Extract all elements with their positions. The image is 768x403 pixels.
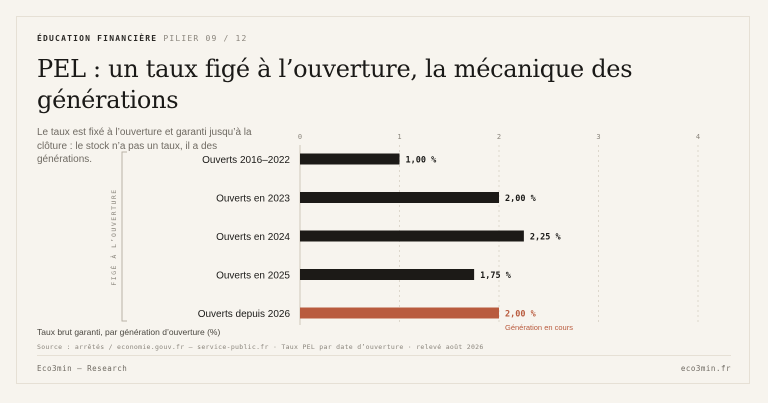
footer-divider [37,355,731,356]
highlight-note: Génération en cours [505,323,573,332]
x-tick-label: 3 [596,133,600,141]
data-label: 1,75 % [480,271,512,281]
x-tick-label: 1 [397,133,401,141]
source-note: Source : arrêtés / economie.gouv.fr — se… [37,343,484,351]
footer-brand: Eco3min — Research [37,364,127,373]
data-label: 2,00 % [505,310,537,320]
bar [300,192,499,203]
footer-site: eco3min.fr [681,364,731,373]
chart-caption: Taux brut garanti, par génération d’ouve… [37,327,220,337]
data-label: 2,25 % [530,233,562,243]
bar [300,269,474,280]
y-axis-label: FIGÉ À L’OUVERTURE [109,188,118,285]
data-label: 2,00 % [505,194,537,204]
x-tick-label: 4 [696,133,700,141]
category-label: Ouverts depuis 2026 [198,309,291,320]
category-label: Ouverts 2016–2022 [202,155,290,166]
x-tick-label: 2 [497,133,501,141]
data-label: 1,00 % [406,156,438,166]
y-axis-bracket [122,152,127,321]
category-label: Ouverts en 2024 [216,232,290,243]
category-label: Ouverts en 2025 [216,271,290,282]
bar [300,231,524,242]
bar [300,308,499,319]
bar [300,154,400,165]
category-label: Ouverts en 2023 [216,194,290,205]
x-tick-label: 0 [298,133,302,141]
